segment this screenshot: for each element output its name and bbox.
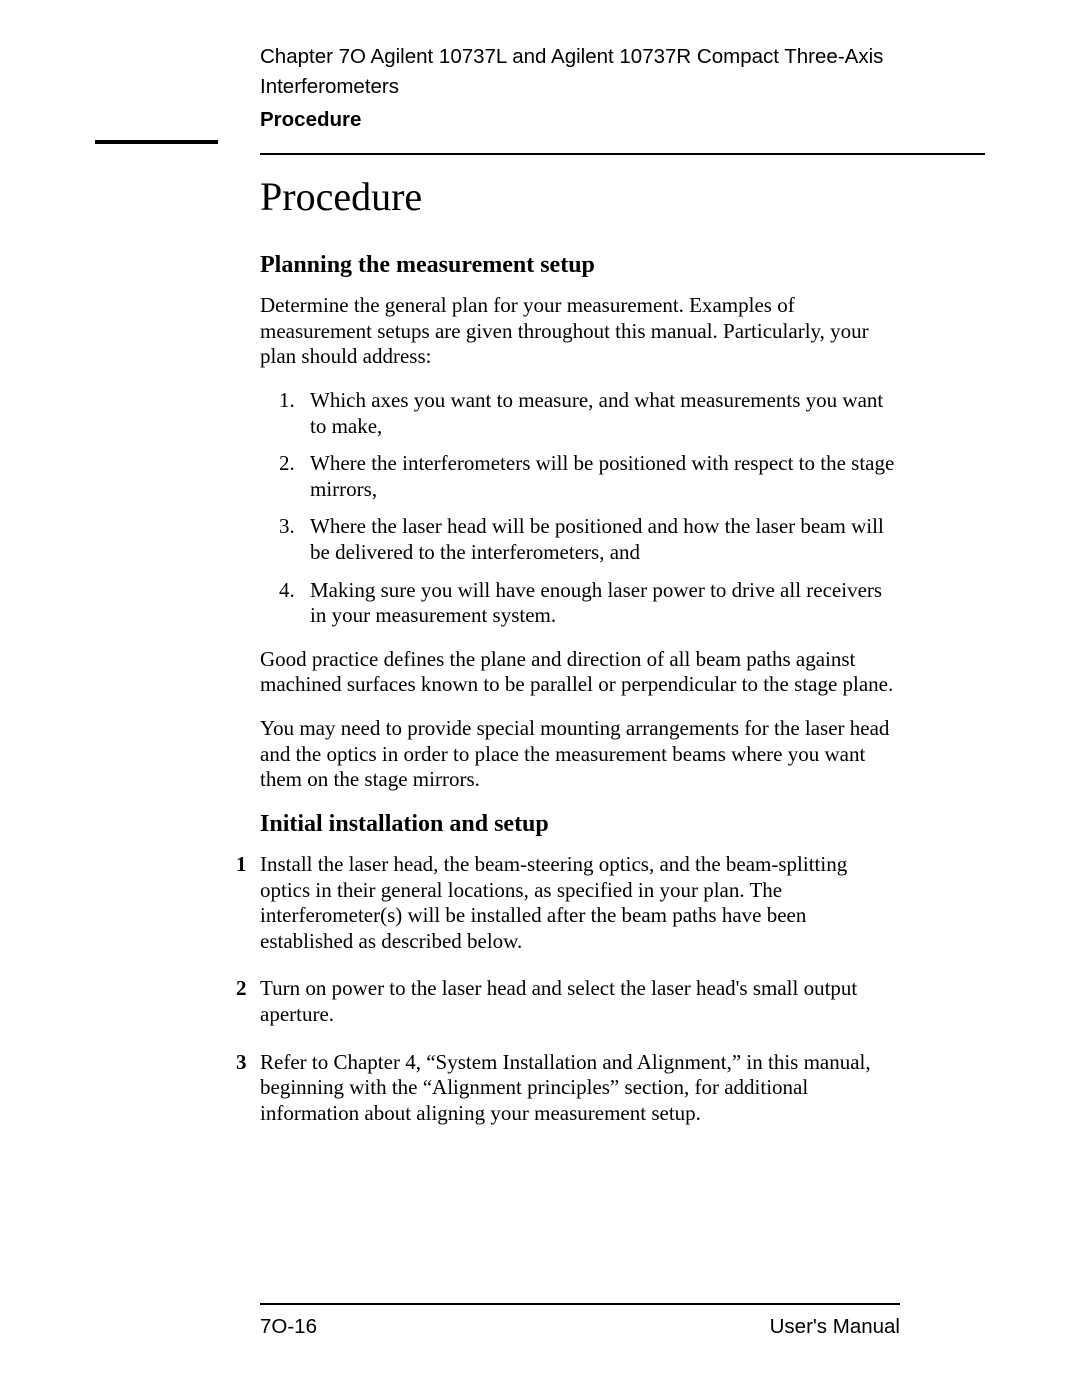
page-number: 7O-16 <box>260 1315 317 1339</box>
section-heading-planning: Planning the measurement setup <box>260 252 900 279</box>
footer: 7O-16 User's Manual <box>260 1315 900 1339</box>
planning-item: Which axes you want to measure, and what… <box>300 388 900 439</box>
manual-label: User's Manual <box>770 1315 900 1339</box>
section-heading-initial: Initial installation and setup <box>260 811 900 838</box>
side-rule <box>95 140 218 144</box>
footer-rule <box>260 1303 900 1305</box>
step: 2 Turn on power to the laser head and se… <box>260 976 900 1027</box>
good-practice-paragraph: Good practice defines the plane and dire… <box>260 647 900 698</box>
chapter-title-line1: Chapter 7O Agilent 10737L and Agilent 10… <box>260 42 985 72</box>
top-rule <box>260 153 985 155</box>
mounting-paragraph: You may need to provide special mounting… <box>260 716 900 793</box>
step-number: 2 <box>236 976 260 1027</box>
step-body: Install the laser head, the beam-steerin… <box>260 852 900 954</box>
page: Chapter 7O Agilent 10737L and Agilent 10… <box>0 0 1080 1397</box>
planning-item: Making sure you will have enough laser p… <box>300 578 900 629</box>
page-title: Procedure <box>260 173 900 220</box>
step-number: 3 <box>236 1050 260 1127</box>
intro-paragraph: Determine the general plan for your meas… <box>260 293 900 370</box>
step-body: Refer to Chapter 4, “System Installation… <box>260 1050 900 1127</box>
running-header: Chapter 7O Agilent 10737L and Agilent 10… <box>260 42 985 135</box>
step-number: 1 <box>236 852 260 954</box>
step: 3 Refer to Chapter 4, “System Installati… <box>260 1050 900 1127</box>
step: 1 Install the laser head, the beam-steer… <box>260 852 900 954</box>
planning-item: Where the laser head will be positioned … <box>300 514 900 565</box>
section-label: Procedure <box>260 105 985 135</box>
chapter-title-line2: Interferometers <box>260 72 985 102</box>
step-body: Turn on power to the laser head and sele… <box>260 976 900 1027</box>
content-area: Procedure Planning the measurement setup… <box>260 173 900 1126</box>
planning-list: Which axes you want to measure, and what… <box>260 388 900 629</box>
planning-item: Where the interferometers will be positi… <box>300 451 900 502</box>
